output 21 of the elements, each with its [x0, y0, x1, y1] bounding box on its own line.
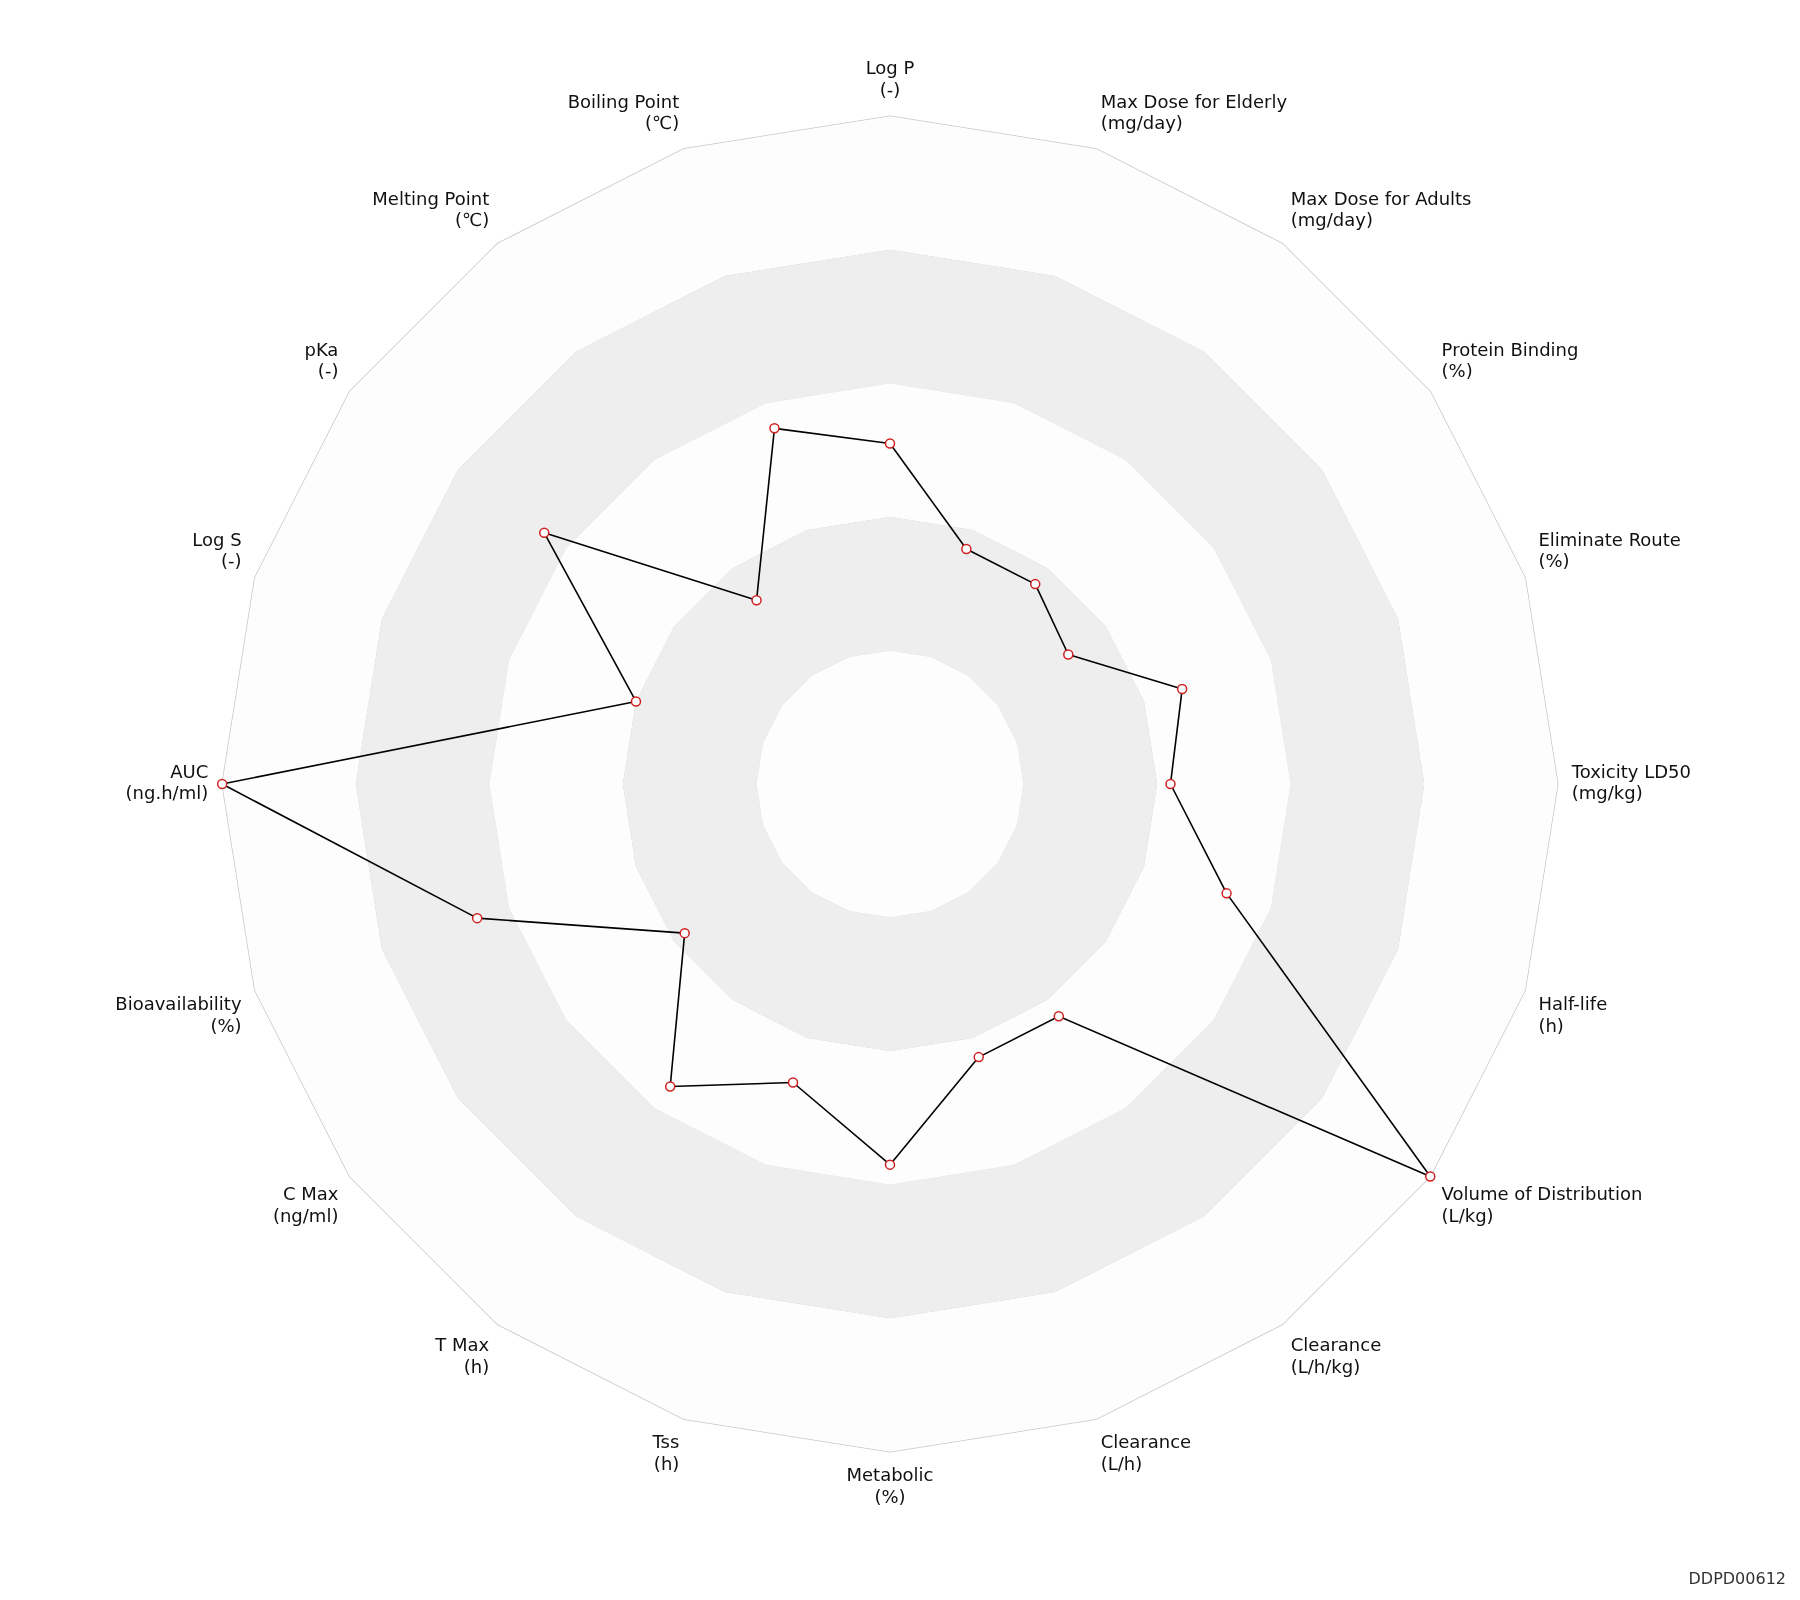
spoke-label: C Max (ng/ml) — [272, 1183, 339, 1226]
spoke-label: pKa (-) — [304, 338, 339, 382]
spoke-label: Log P (-) — [865, 57, 915, 101]
spoke-label: Volume of Distribution (L/kg) — [1441, 1183, 1643, 1226]
spoke-label: AUC (ng.h/ml) — [125, 760, 209, 804]
spoke-label: Clearance (L/h) — [1100, 1430, 1192, 1474]
spoke-label: Eliminate Route (%) — [1538, 528, 1681, 572]
spoke-label: Metabolic (%) — [846, 1464, 934, 1507]
spoke-label: Toxicity LD50 (mg/kg) — [1570, 760, 1691, 804]
spoke-label: Max Dose for Elderly (mg/day) — [1100, 90, 1288, 134]
spoke-label: T Max (h) — [434, 1334, 490, 1377]
spoke-label: Log S (-) — [192, 528, 242, 572]
spoke-label: Tss (h) — [651, 1430, 680, 1474]
spoke-label: Melting Point (℃) — [372, 187, 490, 231]
spoke-label: Max Dose for Adults (mg/day) — [1290, 187, 1472, 231]
spoke-label: Bioavailability (%) — [115, 993, 242, 1036]
spoke-label: Clearance (L/h/kg) — [1290, 1334, 1382, 1377]
spoke-label: Half-life (h) — [1538, 993, 1608, 1036]
spoke-label: Protein Binding (%) — [1441, 338, 1579, 382]
spoke-label: Boiling Point (℃) — [567, 90, 680, 134]
text: DDPD00612 — [1688, 1569, 1786, 1588]
